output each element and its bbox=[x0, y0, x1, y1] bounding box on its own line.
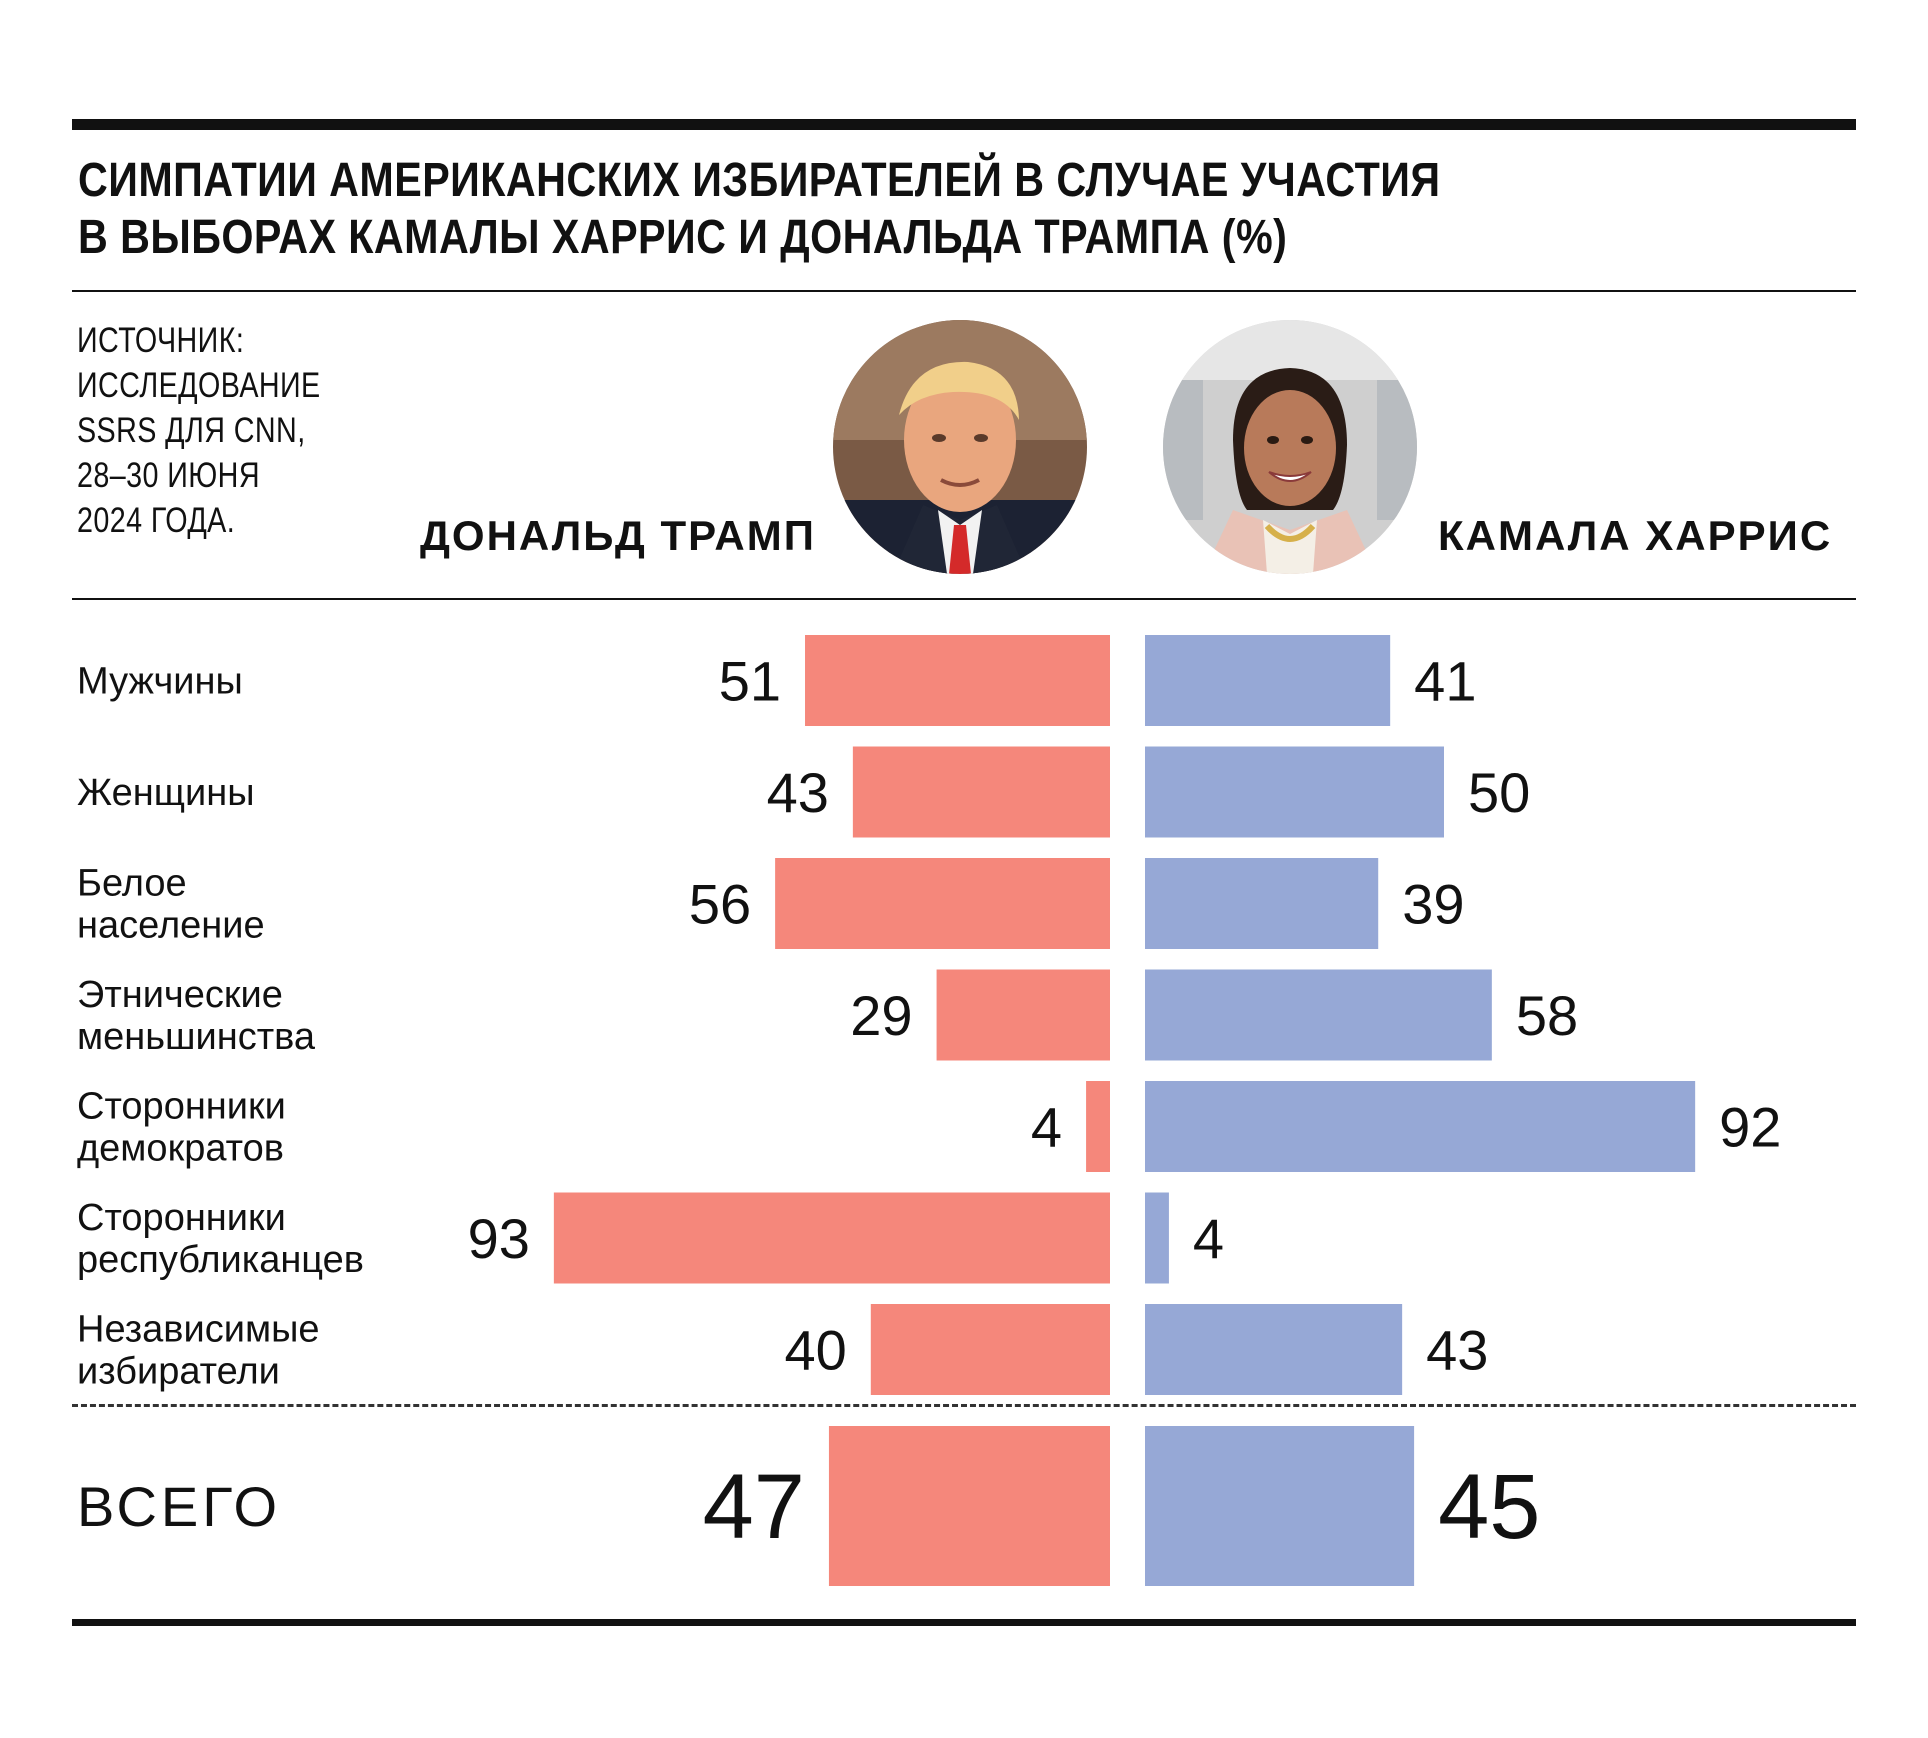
bar-harris bbox=[1145, 858, 1379, 949]
value-label-harris: 39 bbox=[1402, 873, 1464, 936]
value-label-trump: 93 bbox=[468, 1207, 530, 1270]
value-label-harris: 41 bbox=[1414, 650, 1476, 713]
value-label-harris: 58 bbox=[1516, 984, 1578, 1047]
category-label: республиканцев bbox=[77, 1239, 364, 1281]
source-line: SSRS ДЛЯ CNN, bbox=[77, 411, 306, 450]
value-label-trump: 56 bbox=[689, 873, 751, 936]
category-label: меньшинства bbox=[77, 1016, 316, 1058]
title-divider bbox=[72, 290, 1856, 292]
category-label: Независимые bbox=[77, 1309, 320, 1351]
source-line: 28–30 ИЮНЯ bbox=[77, 456, 260, 495]
bottom-rule bbox=[72, 1619, 1856, 1626]
total-bar-harris bbox=[1145, 1426, 1415, 1586]
bar-harris bbox=[1145, 1081, 1696, 1172]
total-value-harris: 45 bbox=[1438, 1456, 1540, 1558]
source-line: ИСТОЧНИК: bbox=[77, 321, 245, 360]
category-label: Этнические bbox=[77, 974, 283, 1016]
category-label: Женщины bbox=[77, 772, 255, 814]
source-line: 2024 ГОДА. bbox=[77, 501, 236, 540]
bar-trump bbox=[936, 969, 1110, 1061]
harris-name: КАМАЛА ХАРРИС bbox=[1438, 512, 1833, 559]
bar-trump bbox=[805, 635, 1110, 726]
bar-trump bbox=[553, 1192, 1110, 1284]
value-label-trump: 4 bbox=[1031, 1096, 1062, 1159]
bar-trump bbox=[852, 746, 1110, 838]
title-line-2: В ВЫБОРАХ КАМАЛЫ ХАРРИС И ДОНАЛЬДА ТРАМП… bbox=[78, 211, 1288, 264]
value-label-harris: 4 bbox=[1193, 1207, 1224, 1270]
value-label-trump: 40 bbox=[785, 1319, 847, 1382]
bar-trump bbox=[870, 1304, 1110, 1395]
category-label: Белое bbox=[77, 863, 187, 905]
category-label: Мужчины bbox=[77, 661, 243, 703]
bar-harris bbox=[1145, 969, 1492, 1061]
source-line: ИССЛЕДОВАНИЕ bbox=[77, 366, 321, 405]
category-label: население bbox=[77, 905, 265, 947]
value-label-harris: 50 bbox=[1468, 761, 1530, 824]
top-rule bbox=[72, 119, 1856, 130]
bar-trump bbox=[1086, 1081, 1110, 1172]
total-label: ВСЕГО bbox=[77, 1475, 281, 1538]
category-label: Сторонники bbox=[77, 1086, 286, 1128]
value-label-harris: 92 bbox=[1719, 1096, 1781, 1159]
chart-title: СИМПАТИИ АМЕРИКАНСКИХ ИЗБИРАТЕЛЕЙ В СЛУЧ… bbox=[78, 152, 1540, 266]
value-label-trump: 51 bbox=[719, 650, 781, 713]
category-label: демократов bbox=[77, 1128, 284, 1170]
value-label-harris: 43 bbox=[1426, 1319, 1488, 1382]
bar-harris bbox=[1145, 1304, 1403, 1395]
title-line-1: СИМПАТИИ АМЕРИКАНСКИХ ИЗБИРАТЕЛЕЙ В СЛУЧ… bbox=[78, 154, 1441, 207]
trump-name: ДОНАЛЬД ТРАМП bbox=[420, 512, 816, 559]
bar-harris bbox=[1145, 1192, 1169, 1284]
harris-portrait bbox=[1163, 320, 1417, 574]
total-bar-trump bbox=[828, 1426, 1110, 1586]
value-label-trump: 43 bbox=[767, 761, 829, 824]
bar-trump bbox=[775, 858, 1110, 949]
header-divider bbox=[72, 598, 1856, 600]
bar-harris bbox=[1145, 635, 1391, 726]
total-value-trump: 47 bbox=[703, 1456, 805, 1558]
total-divider bbox=[72, 1404, 1856, 1407]
bar-harris bbox=[1145, 746, 1444, 838]
category-label: Сторонники bbox=[77, 1197, 286, 1239]
value-label-trump: 29 bbox=[850, 984, 912, 1047]
category-label: избиратели bbox=[77, 1351, 280, 1393]
source-note: ИСТОЧНИК: ИССЛЕДОВАНИЕ SSRS ДЛЯ CNN, 28–… bbox=[77, 318, 321, 543]
